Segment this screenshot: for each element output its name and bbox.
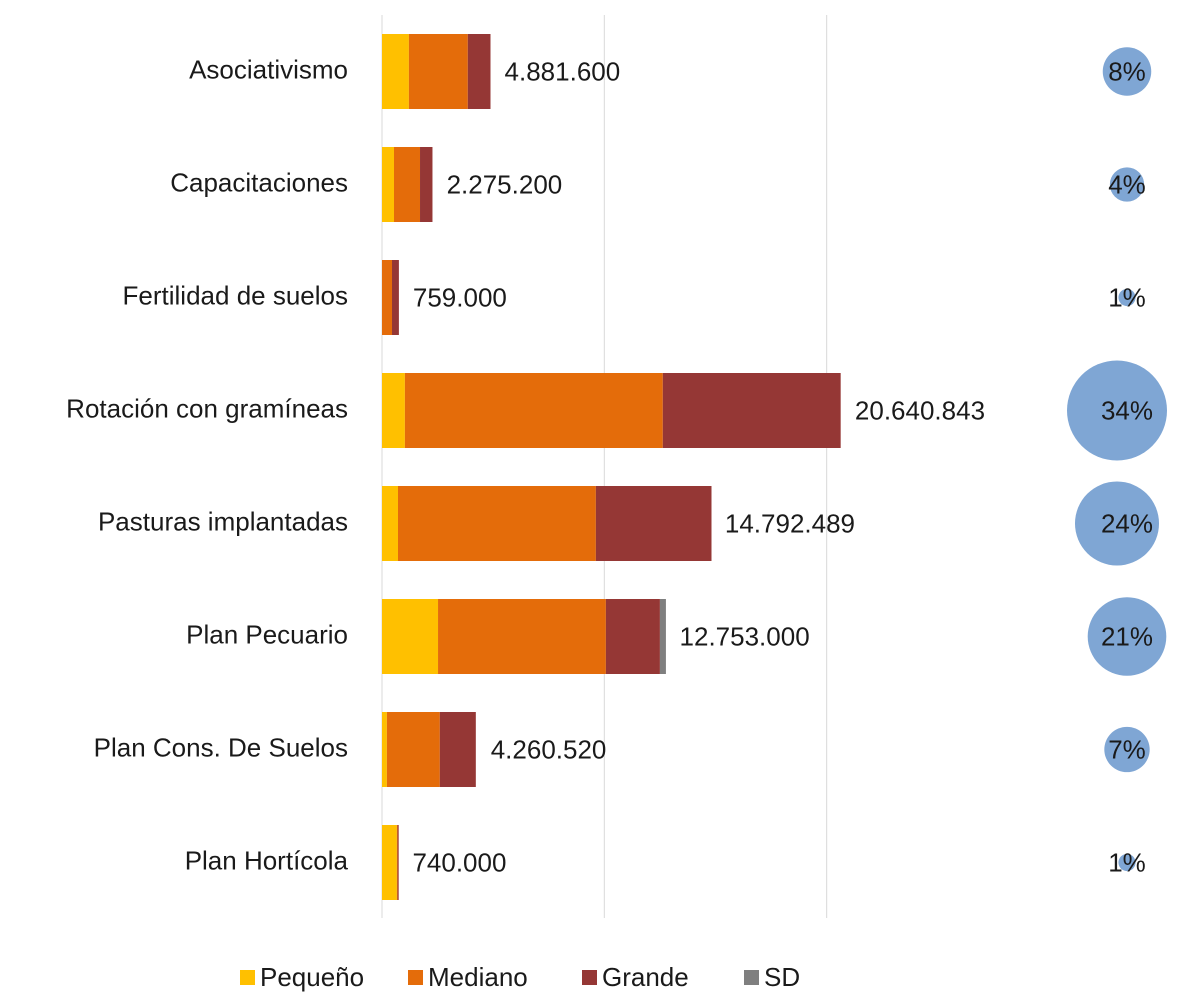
bar-segment — [382, 599, 439, 674]
share-bubble — [1087, 597, 1167, 676]
bar-segment — [420, 147, 433, 222]
total-label: 20.640.843 — [855, 395, 985, 425]
legend-swatch — [744, 970, 759, 985]
bar-segment — [396, 825, 398, 900]
bar-segment — [595, 486, 712, 561]
bar-segment — [382, 34, 409, 109]
share-label: 24% — [1101, 508, 1153, 538]
legend-label: SD — [764, 962, 800, 992]
bar-segment — [438, 599, 606, 674]
total-label: 12.753.000 — [680, 621, 810, 651]
category-label: Pasturas implantadas — [98, 506, 348, 536]
legend-swatch — [240, 970, 255, 985]
category-label: Rotación con gramíneas — [66, 393, 348, 423]
total-label: 14.792.489 — [725, 508, 855, 538]
legend-label: Grande — [602, 962, 689, 992]
legend-label: Pequeño — [260, 962, 364, 992]
bar-segment — [397, 825, 399, 900]
legend-label: Mediano — [428, 962, 528, 992]
bar-segment — [382, 712, 387, 787]
bar-segment — [382, 373, 405, 448]
total-label: 759.000 — [413, 282, 507, 312]
total-label: 740.000 — [412, 847, 506, 877]
share-label: 1% — [1108, 282, 1146, 312]
share-bubble — [1104, 726, 1150, 773]
bar-segment — [386, 712, 440, 787]
bar-segment — [398, 486, 596, 561]
bar-segment — [408, 34, 468, 109]
legend-swatch — [582, 970, 597, 985]
legend-swatch — [408, 970, 423, 985]
bar-segment — [394, 147, 421, 222]
bar-segment — [382, 147, 395, 222]
bar-segment — [659, 599, 666, 674]
total-label: 4.260.520 — [491, 734, 607, 764]
total-label: 2.275.200 — [447, 169, 563, 199]
category-label: Fertilidad de suelos — [123, 280, 348, 310]
bar-segment — [382, 825, 397, 900]
share-bubble — [1067, 360, 1167, 461]
bar-segment — [605, 599, 660, 674]
share-bubble — [1118, 288, 1136, 307]
bar-segment — [467, 34, 491, 109]
share-bubble — [1118, 853, 1136, 872]
share-label: 4% — [1108, 169, 1146, 199]
share-label: 1% — [1108, 847, 1146, 877]
category-label: Plan Cons. De Suelos — [94, 732, 348, 762]
share-label: 7% — [1108, 734, 1146, 764]
total-label: 4.881.600 — [505, 56, 621, 86]
category-label: Asociativismo — [189, 54, 348, 84]
bar-segment — [382, 486, 399, 561]
share-label: 21% — [1101, 621, 1153, 651]
share-bubble — [1109, 167, 1145, 202]
share-label: 34% — [1101, 395, 1153, 425]
category-label: Plan Pecuario — [186, 619, 348, 649]
bar-segment — [392, 260, 399, 335]
bar-segment — [382, 260, 393, 335]
bar-segment — [662, 373, 841, 448]
share-bubble — [1074, 481, 1160, 566]
bar-segment — [404, 373, 663, 448]
category-label: Capacitaciones — [170, 167, 348, 197]
share-label: 8% — [1108, 56, 1146, 86]
share-bubble — [1102, 47, 1152, 96]
category-label: Plan Hortícola — [185, 845, 349, 875]
bar-segment — [439, 712, 476, 787]
